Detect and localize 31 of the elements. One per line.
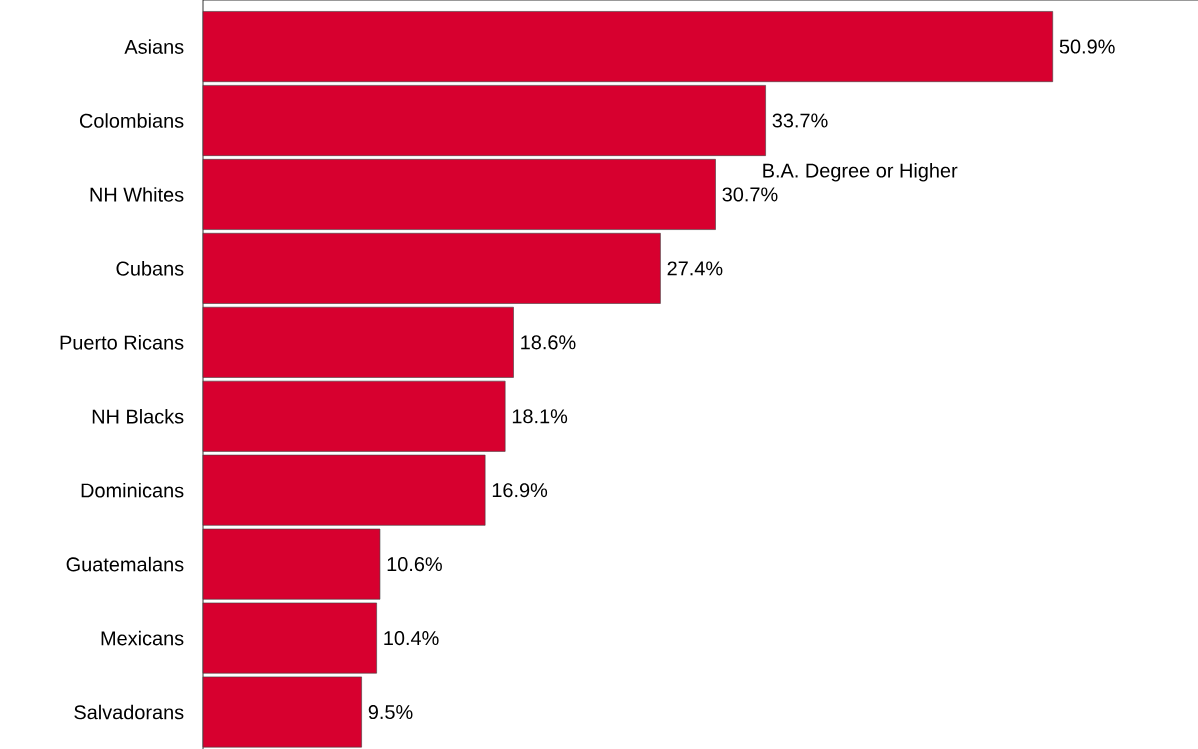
y-tick-label: Mexicans xyxy=(101,630,184,646)
bar xyxy=(202,528,381,600)
data-label: 10.4% xyxy=(384,631,439,646)
bar xyxy=(202,306,514,378)
bar xyxy=(202,85,766,156)
y-tick-label: NH Whites xyxy=(90,187,184,202)
data-label: 16.9% xyxy=(492,483,548,498)
bar xyxy=(202,602,377,674)
bar xyxy=(202,676,362,748)
data-label: 9.5% xyxy=(368,704,413,720)
bar xyxy=(202,159,716,230)
y-tick-label: Salvadorans xyxy=(74,704,184,720)
bar xyxy=(202,11,1054,82)
data-label: 30.7% xyxy=(722,187,778,202)
bar xyxy=(202,454,486,526)
y-tick-label: Asians xyxy=(124,39,184,54)
bar xyxy=(202,380,506,452)
annotation: B.A. Degree or Higher xyxy=(763,162,958,182)
data-label: 18.1% xyxy=(512,409,568,424)
data-label: 33.7% xyxy=(772,113,828,128)
data-label: 10.6% xyxy=(387,557,442,572)
y-tick-label: Cubans xyxy=(116,261,184,276)
y-tick-label: NH Blacks xyxy=(92,408,184,424)
y-tick-label: Colombians xyxy=(79,113,184,128)
y-tick-label: Dominicans xyxy=(81,482,184,498)
bar xyxy=(202,232,661,304)
y-tick-label: Puerto Ricans xyxy=(60,335,184,350)
data-label: 27.4% xyxy=(667,261,723,276)
data-label: 18.6% xyxy=(521,335,576,350)
data-label: 50.9% xyxy=(1059,39,1115,54)
y-tick-label: Guatemalans xyxy=(66,556,184,572)
